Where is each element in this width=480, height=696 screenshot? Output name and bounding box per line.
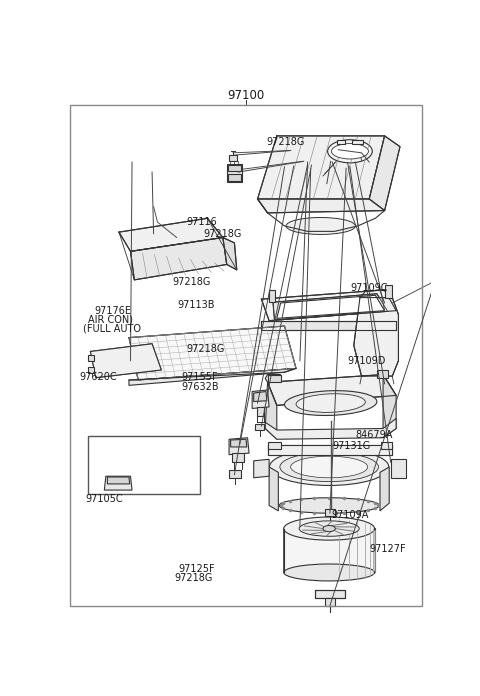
Polygon shape: [119, 219, 223, 251]
Polygon shape: [284, 528, 375, 580]
Polygon shape: [88, 367, 94, 373]
Text: 97620C: 97620C: [79, 372, 117, 382]
Polygon shape: [265, 374, 281, 382]
Text: 97109D: 97109D: [348, 356, 386, 365]
Polygon shape: [273, 294, 388, 320]
Polygon shape: [129, 326, 296, 380]
Text: 97218G: 97218G: [173, 277, 211, 287]
Text: 97632B: 97632B: [181, 382, 219, 393]
Polygon shape: [254, 459, 269, 477]
Polygon shape: [383, 374, 396, 438]
Polygon shape: [315, 590, 345, 598]
Polygon shape: [324, 598, 336, 606]
Ellipse shape: [279, 498, 379, 513]
Polygon shape: [369, 136, 400, 211]
Ellipse shape: [299, 521, 359, 537]
Polygon shape: [254, 392, 267, 402]
Ellipse shape: [284, 564, 374, 581]
Polygon shape: [380, 467, 389, 511]
Polygon shape: [384, 285, 392, 298]
Bar: [88, 436, 200, 494]
Text: 97127F: 97127F: [370, 544, 407, 554]
Polygon shape: [228, 165, 241, 171]
Text: 84679A: 84679A: [355, 429, 393, 440]
Polygon shape: [381, 441, 392, 450]
Polygon shape: [257, 407, 264, 416]
Ellipse shape: [269, 448, 389, 486]
Polygon shape: [269, 290, 275, 302]
Polygon shape: [267, 374, 396, 405]
Text: 97218G: 97218G: [266, 138, 305, 148]
Ellipse shape: [296, 394, 365, 413]
Text: 97105C: 97105C: [85, 494, 123, 504]
Polygon shape: [129, 368, 296, 386]
Ellipse shape: [280, 452, 378, 482]
Polygon shape: [230, 439, 247, 447]
Polygon shape: [352, 140, 363, 143]
Ellipse shape: [328, 140, 372, 163]
Polygon shape: [131, 237, 227, 280]
Text: (FULL AUTO: (FULL AUTO: [83, 324, 141, 334]
Text: 97218G: 97218G: [204, 228, 242, 239]
Ellipse shape: [323, 525, 336, 532]
Polygon shape: [324, 509, 336, 516]
Text: AIR CON): AIR CON): [100, 452, 145, 463]
Ellipse shape: [332, 143, 369, 159]
Polygon shape: [232, 453, 244, 462]
Text: (FULL AUTO: (FULL AUTO: [96, 442, 156, 452]
Polygon shape: [267, 441, 281, 450]
Polygon shape: [228, 175, 241, 182]
Text: 97109C: 97109C: [350, 283, 388, 293]
Polygon shape: [90, 344, 161, 378]
Text: 97100: 97100: [228, 89, 264, 102]
Polygon shape: [265, 382, 277, 439]
Polygon shape: [262, 290, 396, 321]
Text: 97125F: 97125F: [179, 564, 216, 574]
Text: 97176E: 97176E: [95, 306, 132, 316]
Ellipse shape: [285, 390, 377, 416]
Polygon shape: [255, 424, 264, 430]
Polygon shape: [337, 140, 345, 143]
Text: 97116: 97116: [186, 216, 217, 227]
Polygon shape: [229, 438, 249, 454]
Polygon shape: [258, 136, 384, 199]
Polygon shape: [354, 298, 398, 376]
Text: 97155F: 97155F: [181, 372, 218, 382]
Text: 97109A: 97109A: [331, 510, 368, 521]
Polygon shape: [108, 477, 130, 484]
Ellipse shape: [284, 517, 374, 540]
Polygon shape: [229, 470, 241, 477]
Polygon shape: [252, 390, 269, 409]
Polygon shape: [104, 476, 132, 490]
Text: 97113B: 97113B: [178, 301, 215, 310]
Polygon shape: [377, 370, 388, 378]
Ellipse shape: [286, 217, 355, 235]
Polygon shape: [229, 155, 237, 161]
Polygon shape: [223, 237, 237, 270]
Polygon shape: [267, 374, 281, 382]
Ellipse shape: [291, 456, 368, 477]
Polygon shape: [88, 354, 94, 361]
Polygon shape: [262, 321, 396, 330]
Text: 97218G: 97218G: [186, 344, 225, 354]
Text: AIR CON): AIR CON): [88, 315, 133, 325]
Polygon shape: [391, 459, 406, 477]
Text: 97176E: 97176E: [104, 464, 142, 473]
Polygon shape: [265, 418, 396, 439]
Polygon shape: [277, 295, 384, 318]
Polygon shape: [267, 445, 392, 454]
Polygon shape: [258, 199, 384, 213]
Text: 97218G: 97218G: [174, 573, 212, 583]
Polygon shape: [269, 467, 278, 511]
Polygon shape: [227, 164, 242, 182]
Text: 97131G: 97131G: [333, 441, 371, 451]
